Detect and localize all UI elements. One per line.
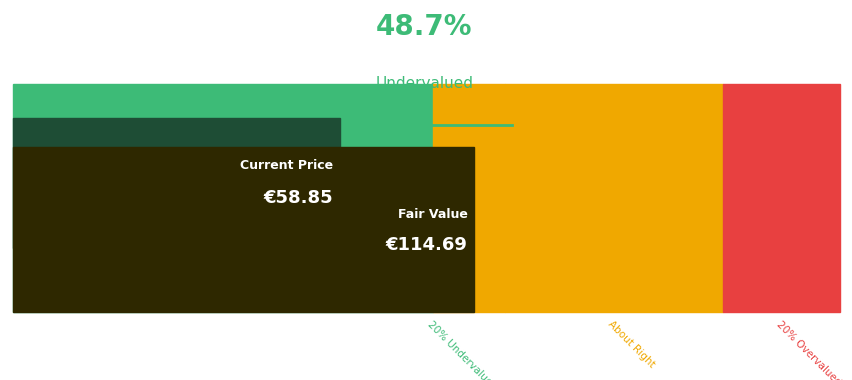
Bar [722, 84, 839, 312]
Bar [504, 84, 722, 312]
Text: 48.7%: 48.7% [375, 13, 471, 41]
Text: Current Price: Current Price [239, 159, 332, 172]
Text: 20% Undervalued: 20% Undervalued [425, 319, 498, 380]
Bar [433, 84, 504, 312]
Bar [13, 84, 433, 312]
Text: 20% Overvalued: 20% Overvalued [774, 319, 842, 380]
Text: Fair Value: Fair Value [397, 208, 467, 221]
Text: €58.85: €58.85 [263, 189, 332, 207]
Text: About Right: About Right [606, 319, 656, 370]
Bar [13, 147, 474, 312]
Bar [13, 118, 339, 248]
Text: Undervalued: Undervalued [375, 76, 473, 91]
Text: €114.69: €114.69 [385, 236, 467, 254]
